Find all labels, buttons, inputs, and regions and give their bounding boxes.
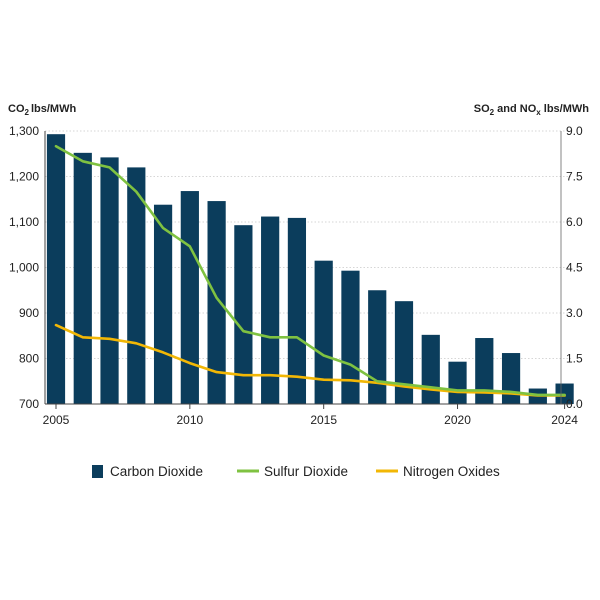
co2-bars: [46, 134, 574, 404]
legend-item-nitrogen-oxides: Nitrogen Oxides: [376, 464, 500, 479]
right-tick-label: 7.5: [566, 170, 583, 184]
right-tick-label: 6.0: [566, 215, 583, 229]
bar-carbon-dioxide-2015: [314, 260, 333, 404]
bar-carbon-dioxide-2019: [421, 334, 440, 404]
left-tick-label: 1,300: [9, 124, 39, 138]
left-tick-label: 1,100: [9, 215, 39, 229]
bar-carbon-dioxide-2021: [475, 338, 494, 404]
bar-carbon-dioxide-2007: [100, 157, 119, 404]
left-axis-title: CO2 lbs/MWh: [8, 103, 76, 117]
right-tick-label: 9.0: [566, 124, 583, 138]
bar-carbon-dioxide-2010: [180, 191, 199, 404]
legend-label-nitrogen-oxides: Nitrogen Oxides: [403, 464, 500, 479]
line-nitrogen-oxides: [54, 323, 566, 397]
axes: 700 800 900 1,000 1,100 1,200 1,300 0.0 1.5 3.0 4.…: [9, 124, 583, 427]
x-tick-label: 2010: [176, 413, 203, 427]
gridlines: [45, 130, 571, 359]
x-tick-label: 2015: [310, 413, 337, 427]
legend: Carbon Dioxide Sulfur Dioxide Nitrogen O…: [92, 464, 500, 479]
legend-label-carbon-dioxide: Carbon Dioxide: [110, 464, 203, 479]
bar-carbon-dioxide-2022: [501, 353, 521, 404]
left-tick-label: 1,200: [9, 170, 39, 184]
left-tick-label: 900: [19, 306, 39, 320]
line-sulfur-dioxide: [54, 144, 566, 397]
bar-carbon-dioxide-2016: [341, 270, 360, 404]
bar-carbon-dioxide-2011: [207, 201, 226, 404]
right-axis-title: SO2 and NOx lbs/MWh: [474, 103, 590, 117]
legend-item-carbon-dioxide: Carbon Dioxide: [92, 464, 203, 479]
legend-item-sulfur-dioxide: Sulfur Dioxide: [237, 464, 348, 479]
x-tick-label: 2020: [444, 413, 471, 427]
bar-carbon-dioxide-2006: [73, 152, 92, 404]
x-tick-label: 2024: [551, 413, 578, 427]
bar-carbon-dioxide-2017: [368, 290, 387, 404]
emission-lines: [54, 144, 566, 397]
right-tick-label: 4.5: [566, 261, 583, 275]
bar-carbon-dioxide-2012: [234, 225, 253, 404]
bar-carbon-dioxide-2018: [394, 301, 414, 404]
bar-carbon-dioxide-2013: [261, 216, 280, 404]
right-tick-label: 3.0: [566, 306, 583, 320]
legend-swatch-carbon-dioxide: [92, 465, 103, 478]
bar-carbon-dioxide-2008: [127, 167, 146, 404]
bar-carbon-dioxide-2005: [46, 134, 66, 404]
left-tick-label: 800: [19, 352, 39, 366]
legend-label-sulfur-dioxide: Sulfur Dioxide: [264, 464, 348, 479]
left-tick-label: 700: [19, 397, 39, 411]
right-tick-label: 0.0: [566, 397, 583, 411]
x-tick-label: 2005: [43, 413, 70, 427]
right-tick-label: 1.5: [566, 352, 583, 366]
bar-carbon-dioxide-2014: [287, 217, 307, 404]
bar-carbon-dioxide-2020: [448, 361, 467, 404]
bar-carbon-dioxide-2009: [153, 204, 173, 404]
left-tick-label: 1,000: [9, 261, 39, 275]
